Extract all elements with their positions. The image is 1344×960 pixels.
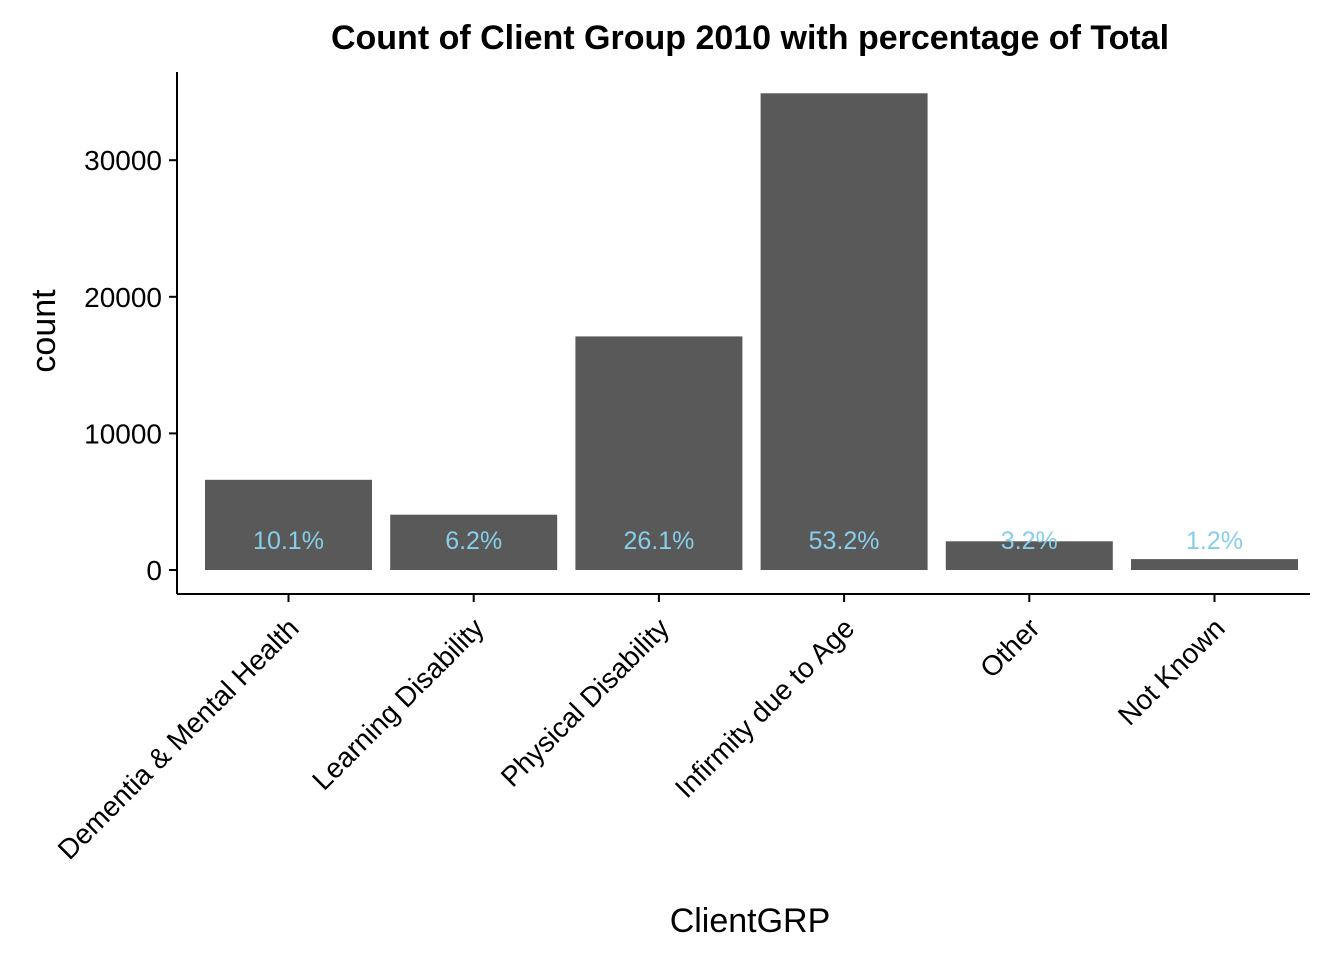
x-ticks-group: Dementia & Mental Health Learning Disabil… xyxy=(52,594,1231,865)
y-tick-label: 0 xyxy=(146,555,162,586)
data-label: 6.2% xyxy=(445,527,502,555)
y-axis-title: count xyxy=(25,289,63,373)
x-tick-label: Infirmity due to Age xyxy=(669,612,860,803)
bar xyxy=(945,541,1113,570)
data-label: 26.1% xyxy=(623,527,694,555)
x-tick-label: Learning Disability xyxy=(306,612,490,796)
bar xyxy=(575,336,743,570)
x-tick-label: Not Known xyxy=(1112,612,1231,731)
bars-group xyxy=(205,93,1298,571)
data-label: 10.1% xyxy=(253,527,324,555)
bar xyxy=(760,93,928,571)
bar xyxy=(1131,559,1298,570)
chart-title: Count of Client Group 2010 with percenta… xyxy=(331,19,1169,57)
y-tick-label: 10000 xyxy=(84,418,162,449)
x-axis-title: ClientGRP xyxy=(670,902,831,940)
y-ticks-group: 0 10000 20000 30000 xyxy=(84,145,177,586)
data-label: 3.2% xyxy=(1001,527,1058,555)
data-label: 53.2% xyxy=(809,527,880,555)
y-tick-label: 20000 xyxy=(84,282,162,313)
data-labels-group: 10.1% 6.2% 26.1% 53.2% 3.2% 1.2% xyxy=(253,527,1243,555)
x-tick-label: Other xyxy=(974,612,1045,683)
x-tick-label: Dementia & Mental Health xyxy=(52,612,305,865)
bar xyxy=(390,514,558,570)
y-tick-label: 30000 xyxy=(84,145,162,176)
data-label: 1.2% xyxy=(1186,527,1243,555)
x-tick-label: Physical Disability xyxy=(495,612,675,792)
bar xyxy=(205,479,372,570)
